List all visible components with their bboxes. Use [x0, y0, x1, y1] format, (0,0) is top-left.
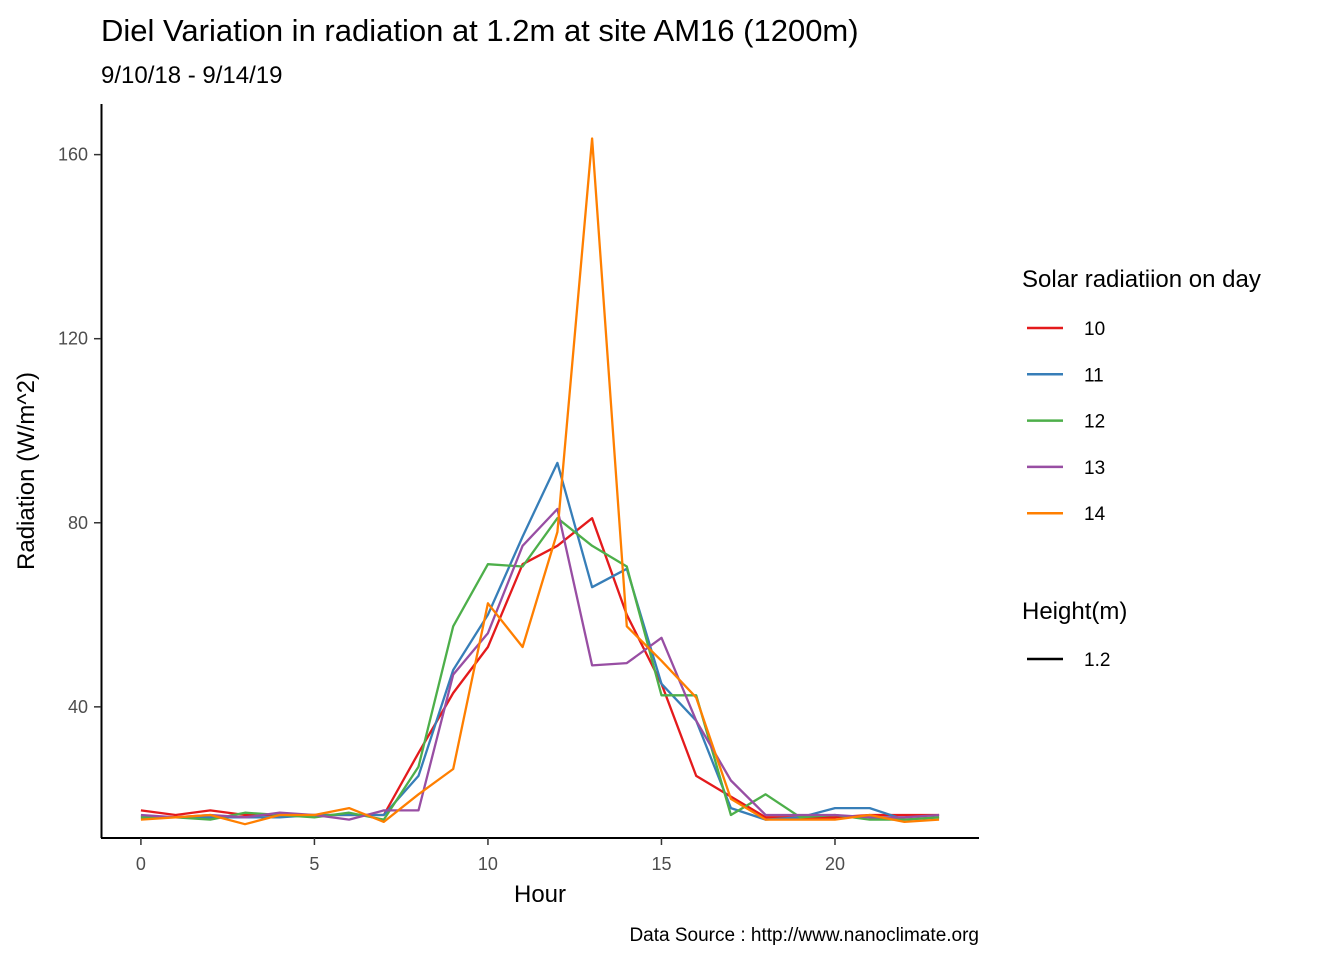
plot-panel: 0 5 10 15 20 40 80 120 160: [58, 104, 979, 874]
y-tick-label: 160: [58, 145, 88, 165]
legend-color-entries: 10 11 12 13 14: [1027, 319, 1106, 525]
series-line-13: [140, 507, 940, 821]
chart-subtitle: 9/10/18 - 9/14/19: [101, 62, 282, 89]
y-axis-ticks: 40 80 120 160: [58, 145, 101, 717]
legend-linetype-title: Height(m): [1022, 598, 1127, 625]
chart-title: Diel Variation in radiation at 1.2m at s…: [101, 13, 859, 48]
y-tick-label: 120: [58, 329, 88, 349]
legend-label-11: 11: [1084, 365, 1104, 386]
y-tick-label: 80: [68, 513, 88, 533]
legend-color-title: Solar radiatiion on day: [1022, 266, 1261, 293]
legend-label-12: 12: [1084, 412, 1105, 433]
series-lines: [140, 137, 940, 826]
legend-label-14: 14: [1084, 504, 1106, 525]
y-tick-label: 40: [68, 697, 88, 717]
legend-linetype-label: 1.2: [1084, 650, 1110, 671]
legend-linetype-entry: 1.2: [1027, 650, 1110, 671]
series-line-10: [140, 517, 940, 819]
x-axis-ticks: 0 5 10 15 20: [136, 838, 845, 874]
legend: Solar radiatiion on day 10 11 12 13 14 Heigh…: [1022, 266, 1261, 671]
legend-label-13: 13: [1084, 458, 1105, 479]
y-axis-title: Radiation (W/m^2): [13, 372, 40, 570]
series-line-14: [140, 137, 940, 826]
series-line-11: [140, 461, 940, 821]
x-tick-label: 20: [825, 854, 845, 874]
x-tick-label: 0: [136, 854, 146, 874]
x-tick-label: 15: [651, 854, 671, 874]
x-tick-label: 5: [309, 854, 319, 874]
chart-caption: Data Source : http://www.nanoclimate.org: [629, 925, 979, 946]
legend-label-10: 10: [1084, 319, 1105, 340]
x-axis-title: Hour: [514, 881, 566, 908]
series-line-12: [140, 517, 940, 821]
x-tick-label: 10: [478, 854, 498, 874]
